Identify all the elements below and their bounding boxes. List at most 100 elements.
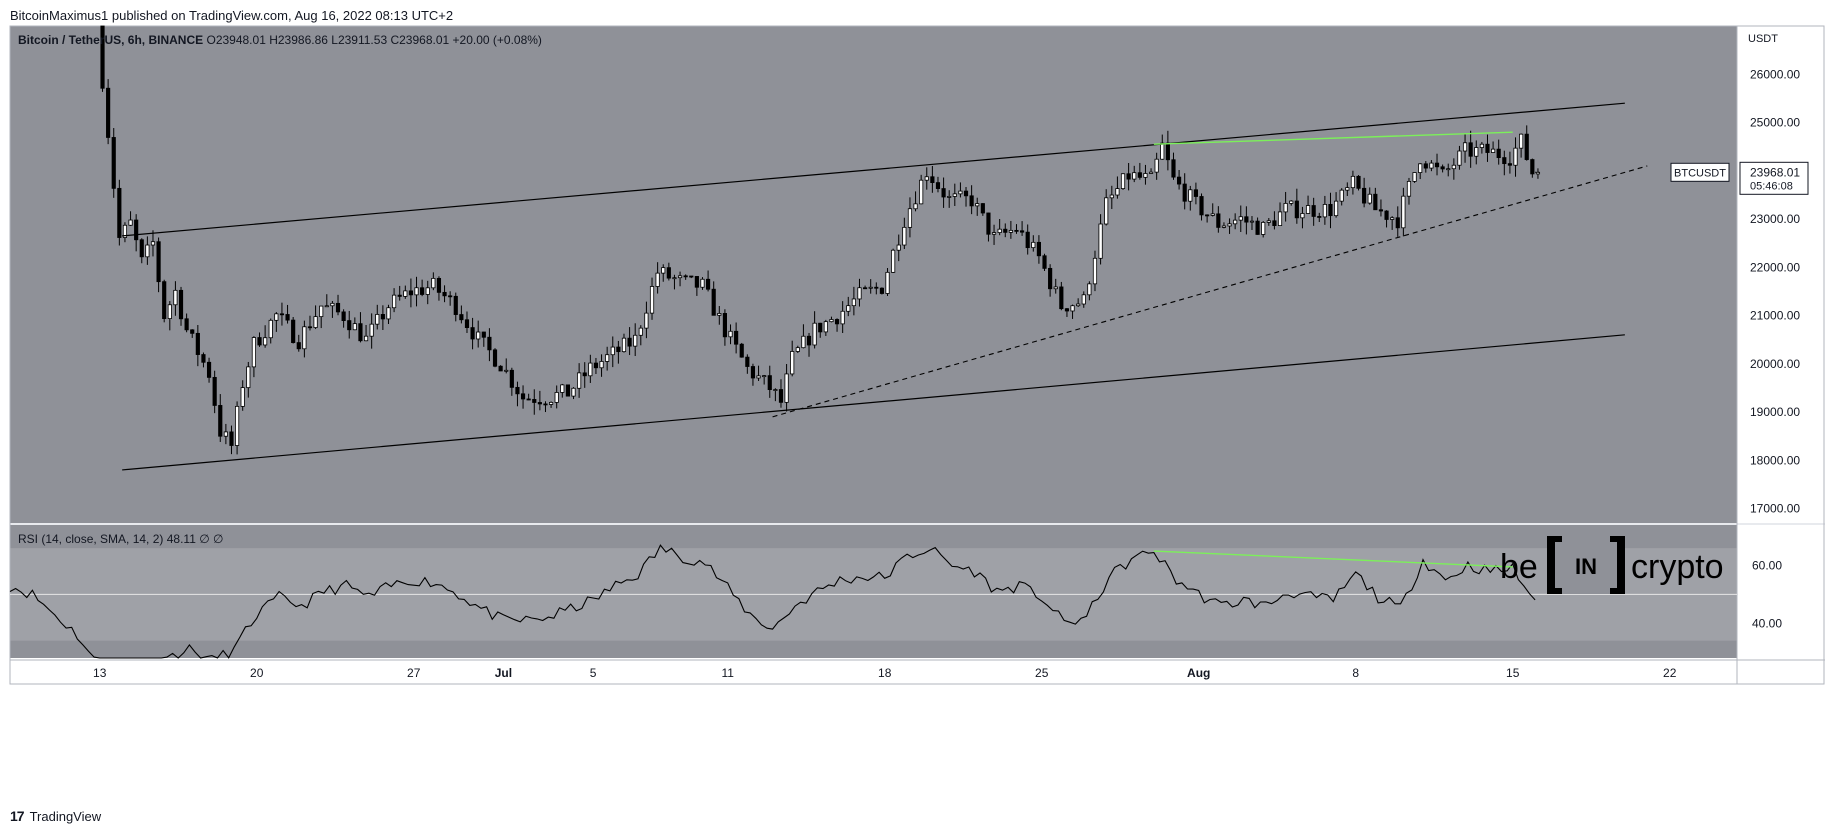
candle-body <box>1221 225 1227 228</box>
candle-body <box>1177 176 1182 185</box>
candle-body <box>296 342 301 350</box>
candle-body <box>1294 200 1299 219</box>
candle-body <box>975 203 980 207</box>
candle-body <box>1451 164 1456 170</box>
candle <box>1334 192 1339 218</box>
candle <box>840 301 845 334</box>
candle <box>1429 160 1434 172</box>
candle-body <box>1227 223 1232 227</box>
candle-body <box>1261 222 1266 235</box>
candle <box>1412 172 1417 183</box>
candle-body <box>1334 200 1339 217</box>
candle-body <box>1148 171 1154 174</box>
candle <box>874 282 879 295</box>
trendline-highlight <box>1153 131 1513 145</box>
candle-body <box>610 346 615 356</box>
candle-body <box>504 369 509 372</box>
candle-body <box>549 401 554 405</box>
candle <box>352 317 357 331</box>
candle <box>762 374 767 385</box>
candle <box>1143 164 1148 185</box>
candle <box>1255 217 1260 235</box>
candle <box>1294 188 1299 224</box>
candle <box>980 203 985 216</box>
chart-border <box>9 25 1825 685</box>
candle <box>1367 187 1372 205</box>
candle-body <box>1328 204 1333 217</box>
candle <box>156 237 161 293</box>
candle <box>694 276 699 296</box>
candle <box>251 336 256 378</box>
candle-body <box>1418 163 1423 173</box>
candle <box>700 277 705 290</box>
candle-body <box>392 294 397 309</box>
candle <box>504 358 509 374</box>
candle <box>577 363 582 398</box>
candle <box>464 311 470 333</box>
candle-body <box>1491 148 1496 153</box>
candle-body <box>694 276 699 288</box>
candle-body <box>122 224 128 238</box>
candle-body <box>1440 166 1445 170</box>
candle <box>1014 224 1019 234</box>
candle <box>1535 168 1541 179</box>
candle <box>1059 281 1064 311</box>
candle <box>145 236 150 265</box>
candle <box>947 190 952 208</box>
candle-body <box>201 354 206 363</box>
candle <box>891 248 896 274</box>
candle <box>818 322 823 338</box>
x-tick-label: 18 <box>878 666 892 680</box>
candle <box>100 25 105 92</box>
candle <box>986 212 991 242</box>
candle-body <box>1474 147 1479 157</box>
x-tick-label: 27 <box>407 666 421 680</box>
candle <box>907 197 913 238</box>
candle-body <box>414 287 419 296</box>
candle <box>347 310 352 339</box>
candle <box>476 320 481 348</box>
candle <box>425 280 430 305</box>
candle-body <box>347 320 352 331</box>
candle-body <box>1205 214 1210 217</box>
candle <box>1378 199 1384 217</box>
candle <box>1311 197 1316 226</box>
candle-body <box>840 310 845 325</box>
rsi-highlight-line <box>1153 550 1513 568</box>
candle-body <box>470 327 475 340</box>
tradingview-logo-icon[interactable]: 17 <box>10 808 25 824</box>
candle <box>1205 214 1210 223</box>
candle <box>846 296 851 317</box>
candle <box>868 279 873 294</box>
candle-body <box>1322 204 1327 218</box>
candle <box>1193 182 1198 205</box>
candle-body <box>1378 209 1384 212</box>
candle-body <box>515 386 520 395</box>
candle-body <box>1165 142 1170 161</box>
candle-body <box>638 327 643 336</box>
candle <box>560 383 565 398</box>
candle-body <box>358 323 363 342</box>
candle-body <box>1513 147 1518 166</box>
candle <box>319 305 324 329</box>
candle <box>436 276 442 301</box>
candle <box>1406 177 1412 205</box>
candle <box>134 214 139 252</box>
candle <box>1496 139 1501 165</box>
candle-body <box>767 375 772 391</box>
candle <box>420 279 425 297</box>
candle <box>263 325 268 348</box>
candle-body <box>492 349 498 367</box>
candle-body <box>1087 283 1092 296</box>
candle <box>335 294 341 316</box>
candle-body <box>178 289 184 320</box>
candle-body <box>1390 217 1395 220</box>
candle <box>1507 151 1512 174</box>
candle <box>1390 216 1395 230</box>
candle <box>386 304 391 325</box>
footer-brand[interactable]: TradingView <box>29 808 102 824</box>
candle <box>1109 185 1114 209</box>
x-tick-label: 20 <box>250 666 264 680</box>
candle <box>672 274 677 290</box>
